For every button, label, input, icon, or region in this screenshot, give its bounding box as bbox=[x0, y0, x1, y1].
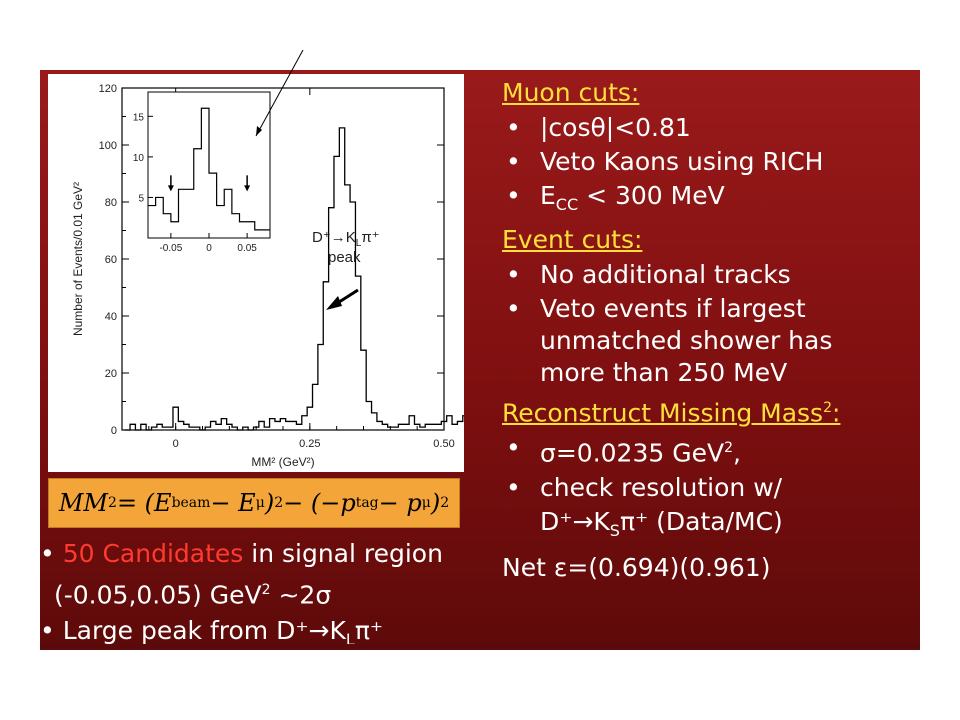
net-efficiency: Net ε=(0.694)(0.961) bbox=[502, 552, 771, 582]
y-tick-label: 0 bbox=[111, 425, 117, 437]
candidates-count: 50 Candidates bbox=[62, 539, 244, 568]
range-line: (-0.05,0.05) GeV2 ~2σ bbox=[40, 572, 500, 613]
y-tick-label: 60 bbox=[105, 254, 117, 266]
inset-signal-arrowhead bbox=[167, 185, 174, 192]
sigma-text: σ=0.0235 GeV bbox=[540, 438, 725, 468]
ecc-sub: CC bbox=[555, 195, 579, 214]
check-text: check resolution w/ bbox=[540, 472, 783, 502]
y-tick-label: 20 bbox=[105, 368, 117, 380]
y-tick-label: 40 bbox=[105, 311, 117, 323]
formula-close2: ) bbox=[430, 489, 441, 517]
check-cont-sub: S bbox=[609, 520, 620, 540]
muon-item-1: • Veto Kaons using RICH bbox=[502, 146, 912, 178]
summary-bullets: • 50 Candidates in signal region (-0.05,… bbox=[40, 536, 500, 650]
histogram-series bbox=[124, 127, 464, 431]
formula-exp: 2 bbox=[108, 495, 117, 511]
formula-beam-sub: beam bbox=[171, 495, 211, 511]
bullet: • bbox=[40, 616, 55, 646]
event-item-text: Veto events if largest unmatched shower … bbox=[540, 294, 833, 387]
reconstruct-header: Reconstruct Missing Mass2: bbox=[502, 391, 912, 430]
sigma-sup: 2 bbox=[724, 440, 733, 457]
muon-item-text: |cosθ|<0.81 bbox=[540, 113, 691, 142]
recon-text: Reconstruct Missing Mass bbox=[502, 398, 824, 428]
event-item-text: No additional tracks bbox=[540, 260, 791, 289]
x-tick-label: 0 bbox=[173, 438, 179, 450]
inset-y-tick-label: 5 bbox=[138, 193, 144, 204]
inset-histogram-series bbox=[148, 107, 270, 231]
formula-lhs: MM bbox=[58, 489, 109, 517]
ecc-pre: E bbox=[540, 181, 556, 210]
formula-eq: = (E bbox=[116, 489, 172, 517]
formula-exp3: 2 bbox=[440, 495, 450, 511]
muon-item-0: • |cosθ|<0.81 bbox=[502, 112, 912, 144]
cuts-list: Muon cuts: • |cosθ|<0.81 • Veto Kaons usin… bbox=[502, 76, 912, 585]
peak-sub: L bbox=[345, 630, 355, 650]
ecc-post: < 300 MeV bbox=[578, 181, 725, 210]
formula-exp2: 2 bbox=[274, 495, 284, 511]
check-cont-pre: D⁺→K bbox=[540, 506, 610, 536]
muon-item-ecc: • ECC < 300 MeV bbox=[502, 180, 912, 221]
recon-colon: : bbox=[832, 398, 841, 428]
bullet: • bbox=[506, 147, 521, 176]
recon-sup: 2 bbox=[823, 400, 832, 416]
peak-arrowhead bbox=[326, 296, 342, 310]
muon-item-text: Veto Kaons using RICH bbox=[540, 147, 824, 176]
event-item-0: • No additional tracks bbox=[502, 259, 912, 291]
check-item: • check resolution w/ bbox=[502, 472, 912, 504]
candidates-line: • 50 Candidates in signal region bbox=[40, 536, 500, 572]
bullet: • bbox=[40, 539, 55, 568]
event-cuts-header: Event cuts: bbox=[502, 225, 643, 254]
peak-pre: Large peak from D⁺→K bbox=[62, 616, 346, 646]
sigma-comma: , bbox=[733, 438, 741, 468]
inset-signal-arrowhead bbox=[244, 185, 251, 192]
histogram-panel: 0 20 40 60 80 100 120 0 0.25 0.50 MM² (GeV²) Number… bbox=[48, 74, 464, 472]
footer-strip bbox=[40, 644, 920, 650]
x-tick-label: 0.50 bbox=[433, 438, 454, 450]
inset-y-tick-label: 10 bbox=[133, 153, 145, 164]
inset-x-tick-label: -0.05 bbox=[159, 243, 182, 254]
bullet: • bbox=[506, 260, 521, 289]
formula-mu-sub2: μ bbox=[421, 495, 431, 511]
bullet: • bbox=[506, 113, 521, 142]
inset-x-tick-label: 0 bbox=[206, 243, 212, 254]
formula-close1: ) bbox=[264, 489, 275, 517]
y-tick-label: 80 bbox=[105, 197, 117, 209]
bullet: • bbox=[506, 472, 521, 502]
bullet: • bbox=[506, 294, 521, 323]
formula-minus2: − p bbox=[378, 489, 422, 517]
sigma-item: • σ=0.0235 GeV2, bbox=[502, 432, 912, 469]
peak-line: • Large peak from D⁺→KLπ⁺ bbox=[40, 613, 500, 650]
range-pre: (-0.05,0.05) GeV bbox=[54, 580, 262, 610]
range-post: ~2σ bbox=[270, 580, 332, 610]
x-tick-label: 0.25 bbox=[299, 438, 320, 450]
candidates-rest: in signal region bbox=[243, 539, 443, 568]
inset-x-tick-label: 0.05 bbox=[237, 243, 257, 254]
muon-cuts-header: Muon cuts: bbox=[502, 78, 640, 107]
formula-mid: − (−p bbox=[283, 489, 356, 517]
peak-post: π⁺ bbox=[354, 616, 384, 646]
y-axis-label: Number of Events/0.01 GeV² bbox=[71, 182, 85, 336]
check-item-cont: D⁺→KSπ⁺ (Data/MC) bbox=[502, 506, 912, 547]
formula-mu-sub: μ bbox=[255, 495, 265, 511]
bullet: • bbox=[506, 181, 521, 210]
y-tick-label: 120 bbox=[99, 83, 117, 95]
check-cont-post: π⁺ (Data/MC) bbox=[619, 506, 783, 536]
event-item-1: • Veto events if largest unmatched shower… bbox=[502, 293, 912, 389]
peak-annotation: D⁺→KLπ⁺ bbox=[312, 229, 380, 249]
peak-annotation-line2: peak bbox=[328, 249, 361, 266]
y-tick-label: 100 bbox=[99, 140, 117, 152]
bullet: • bbox=[506, 433, 521, 463]
inset-y-tick-label: 15 bbox=[133, 112, 145, 123]
range-sup: 2 bbox=[261, 582, 271, 598]
formula-tag-sub: tag bbox=[355, 495, 379, 511]
formula-minus: − E bbox=[210, 489, 256, 517]
slide: 0 20 40 60 80 100 120 0 0.25 0.50 MM² (GeV²) Number… bbox=[40, 70, 920, 650]
x-axis-label: MM² (GeV²) bbox=[251, 455, 314, 469]
